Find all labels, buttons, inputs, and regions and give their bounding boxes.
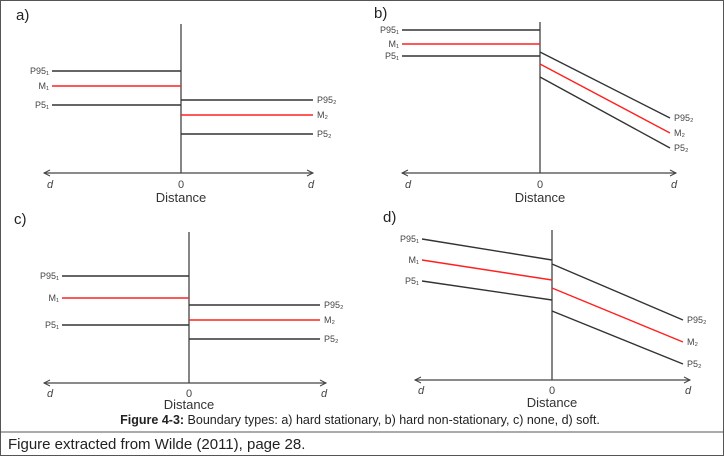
panel-b-right-p5-line: [539, 76, 671, 149]
panel-b-right-mean-label: M₂: [674, 128, 685, 138]
panel-c-tick-1: 0: [186, 388, 192, 400]
panel-c-right-p95-label: P95₂: [324, 300, 344, 310]
panel-d-left-mean-line: [421, 259, 553, 281]
panel-a-tick-2: d: [308, 179, 315, 191]
panel-b-right-p95-line: [539, 51, 671, 119]
panel-b-tick-0: d: [405, 179, 412, 191]
panel-b-tick-2: d: [671, 179, 678, 191]
panel-b-left-p5-label: P5₁: [385, 51, 399, 61]
panel-b-right-p95-label: P95₂: [674, 113, 694, 123]
panel-d-right-p5-label: P5₂: [687, 359, 702, 369]
panel-d-left-p5-line: [421, 280, 553, 301]
panel-c-right-mean-label: M₂: [324, 315, 335, 325]
panel-c-left-p95-label: P95₁: [40, 271, 59, 281]
panel-d-right-p95-line: [551, 263, 684, 321]
panel-c-left-mean-label: M₁: [48, 293, 59, 303]
panel-d-right-p5-line: [551, 310, 684, 365]
panel-a-right-p5-label: P5₂: [317, 129, 332, 139]
panel-c-right-p5-label: P5₂: [324, 334, 339, 344]
panel-c-tick-0: d: [47, 388, 54, 400]
panel-a-left-p95-label: P95₁: [30, 66, 49, 76]
panel-c-tick-2: d: [321, 388, 328, 400]
panel-b-label: b): [374, 5, 387, 22]
panel-a-left-p5-label: P5₁: [35, 100, 49, 110]
panel-b-left-p95-label: P95₁: [380, 25, 399, 35]
figure-caption: Figure 4-3: Boundary types: a) hard stat…: [120, 413, 600, 427]
caption-label: Figure 4-3:: [120, 413, 184, 427]
panel-b-right-p5-label: P5₂: [674, 143, 689, 153]
panel-a-right-p95-label: P95₂: [317, 95, 337, 105]
panel-a-arrow-left-icon: [42, 169, 51, 177]
panel-d-right-p95-label: P95₂: [687, 315, 707, 325]
panel-a-x-label: Distance: [156, 190, 207, 205]
panel-d-arrow-right-icon: [683, 376, 692, 384]
panel-b-arrow-left-icon: [400, 169, 409, 177]
source-note: Figure extracted from Wilde (2011), page…: [8, 436, 305, 453]
panel-c-x-label: Distance: [164, 397, 215, 412]
panel-d-tick-2: d: [685, 385, 692, 397]
panel-a-left-mean-label: M₁: [38, 81, 49, 91]
panel-d-arrow-left-icon: [413, 376, 422, 384]
panel-b-x-label: Distance: [515, 190, 566, 205]
panel-d-left-p95-label: P95₁: [400, 234, 419, 244]
panel-a-right-mean-label: M₂: [317, 110, 328, 120]
panel-a-tick-0: d: [47, 179, 54, 191]
panel-c-arrow-left-icon: [42, 379, 51, 387]
panel-c-left-p5-label: P5₁: [45, 320, 59, 330]
panel-b-tick-1: 0: [537, 179, 543, 191]
panel-c-label: c): [14, 211, 27, 228]
panel-d-tick-1: 0: [549, 385, 555, 397]
panel-a-tick-1: 0: [178, 179, 184, 191]
caption-text: Boundary types: a) hard stationary, b) h…: [184, 413, 600, 427]
panel-c-arrow-right-icon: [319, 379, 328, 387]
panel-d-left-p5-label: P5₁: [405, 276, 419, 286]
panel-d-tick-0: d: [418, 385, 425, 397]
panel-a-arrow-right-icon: [306, 169, 315, 177]
panel-b-arrow-right-icon: [669, 169, 678, 177]
panel-d-right-mean-label: M₂: [687, 337, 698, 347]
panel-d-x-label: Distance: [527, 395, 578, 410]
panel-d-label: d): [383, 209, 396, 226]
panel-d-left-p95-line: [421, 238, 553, 261]
panel-b-right-mean-line: [539, 63, 671, 134]
panel-d-left-mean-label: M₁: [408, 255, 419, 265]
panel-b-left-mean-label: M₁: [388, 39, 399, 49]
panel-d-right-mean-line: [551, 287, 684, 343]
panel-a-label: a): [16, 7, 29, 24]
